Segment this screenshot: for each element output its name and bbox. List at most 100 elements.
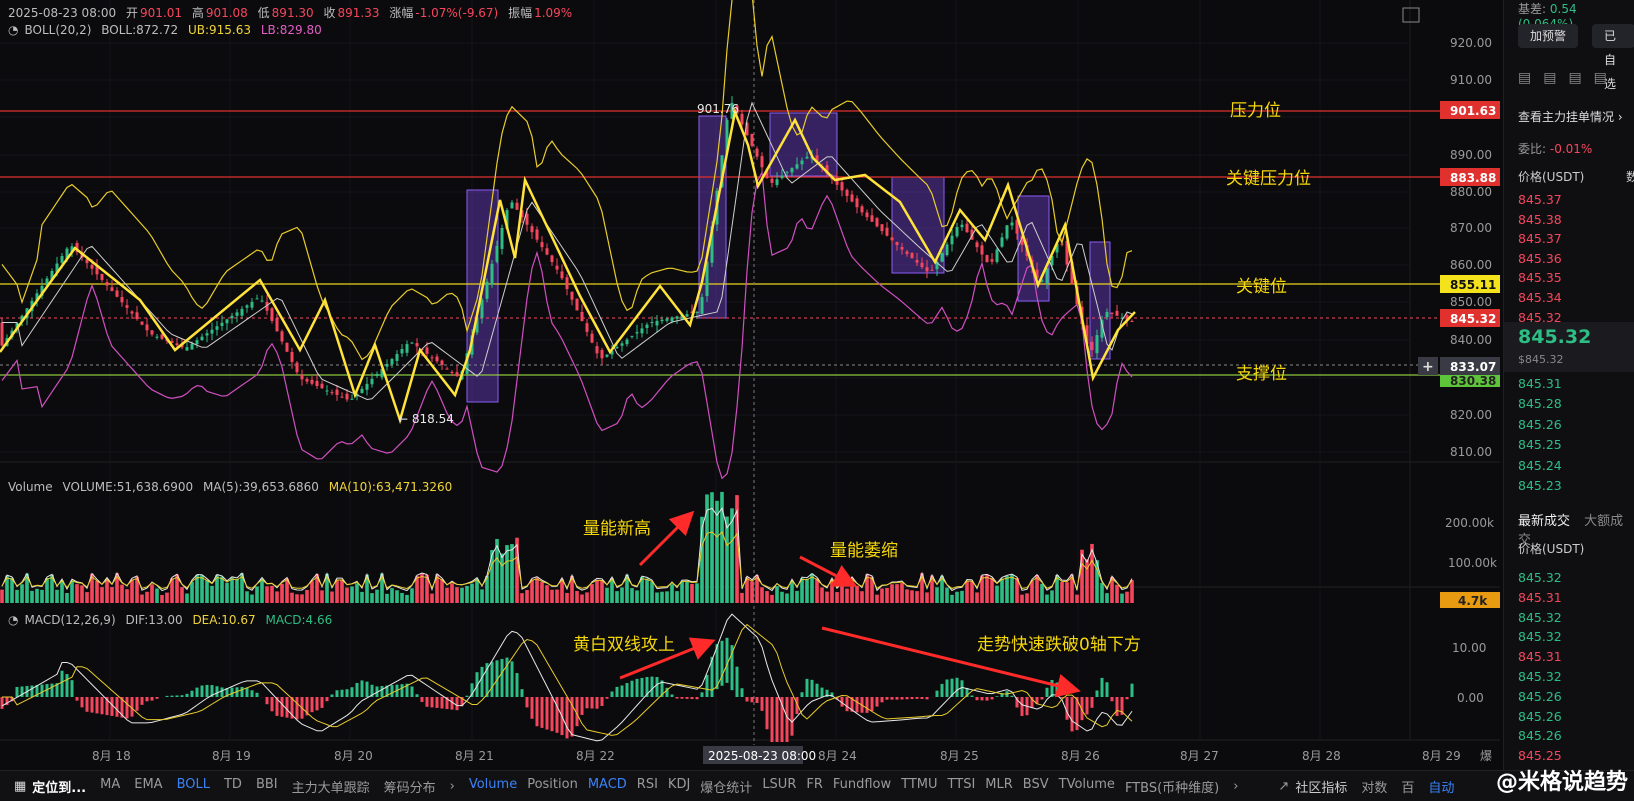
sub-indicator[interactable]: RSI xyxy=(637,777,658,796)
sub-indicator[interactable]: TTSI xyxy=(948,777,976,796)
sub-indicator[interactable]: KDJ xyxy=(668,777,690,796)
chart-canvas[interactable]: 920.00 910.00 890.00 880.00 870.00 860.0… xyxy=(0,0,1500,770)
chart-area[interactable]: 920.00 910.00 890.00 880.00 870.00 860.0… xyxy=(0,0,1500,770)
macd-bar xyxy=(641,678,644,697)
bid-row[interactable]: 845.25 xyxy=(1518,437,1562,452)
volume-bar xyxy=(885,588,889,603)
log-scale-button[interactable]: 对数 xyxy=(1361,777,1387,796)
volume-header[interactable]: Volume VOLUME:51,638.6900 MA(5):39,653.6… xyxy=(8,480,458,494)
volume-bar xyxy=(60,581,64,603)
ask-row[interactable]: 845.36 xyxy=(1518,251,1562,266)
macd-bar xyxy=(631,681,634,697)
ask-row[interactable]: 845.37 xyxy=(1518,231,1562,246)
sub-indicator[interactable]: 爆仓统计 xyxy=(700,777,752,796)
add-alert-button[interactable]: 加预警 xyxy=(1518,24,1578,48)
candle-body xyxy=(771,179,774,183)
volume-bar xyxy=(995,586,999,603)
indicator-ema[interactable]: EMA xyxy=(134,777,162,796)
boll-header[interactable]: ◔BOLL(20,2) BOLL:872.72 UB:915.63 LB:829… xyxy=(8,23,328,37)
macd-header[interactable]: ◔MACD(12,26,9) DIF:13.00 DEA:10.67 MACD:… xyxy=(8,613,338,627)
macd-bar xyxy=(961,680,964,697)
candle-body xyxy=(326,390,329,391)
bid-row[interactable]: 845.23 xyxy=(1518,478,1562,493)
sub-indicator[interactable]: TTMU xyxy=(901,777,937,796)
volume-bar xyxy=(1105,593,1109,603)
price-tick: 850.00 xyxy=(1450,295,1492,309)
indicator-主力大单跟踪[interactable]: 主力大单跟踪 xyxy=(292,777,370,796)
locate-button[interactable]: 定位到... xyxy=(32,777,86,796)
sub-indicator[interactable]: MLR xyxy=(985,777,1013,796)
candle-body xyxy=(841,182,844,190)
sub-indicator[interactable]: FR xyxy=(806,777,823,796)
change-value: -1.07%(-9.67) xyxy=(415,6,498,20)
low-label: ← 818.54 xyxy=(398,412,454,426)
volume-bar xyxy=(580,594,584,603)
ask-row[interactable]: 845.38 xyxy=(1518,212,1562,227)
chevron-right-icon[interactable]: › xyxy=(450,779,455,794)
sub-indicator[interactable]: BSV xyxy=(1023,777,1049,796)
indicator-筹码分布[interactable]: 筹码分布 xyxy=(384,777,436,796)
high-label: 高 xyxy=(192,6,204,20)
volume-bar xyxy=(110,587,114,603)
indicator-bbi[interactable]: BBI xyxy=(256,777,278,796)
chevron-right-icon[interactable]: › xyxy=(1233,779,1238,794)
macd-bar xyxy=(416,694,419,697)
boll-ub: UB:915.63 xyxy=(188,23,251,37)
volume-bar xyxy=(290,593,294,603)
volume-bar xyxy=(100,587,104,603)
volume-bar xyxy=(645,578,649,603)
macd-bar xyxy=(756,697,759,703)
macd-bar xyxy=(181,695,184,697)
orderbook-view-icons[interactable]: ▤▤▤▤ xyxy=(1518,70,1619,86)
macd-bar xyxy=(326,697,329,701)
annotation-vol-high: 量能新高 xyxy=(583,519,651,539)
sub-indicator[interactable]: Position xyxy=(527,777,578,796)
sub-indicator[interactable]: TVolume xyxy=(1059,777,1115,796)
macd-bar xyxy=(886,697,889,700)
macd-bar xyxy=(786,697,789,742)
bid-row[interactable]: 845.31 xyxy=(1518,376,1562,391)
indicator-ma[interactable]: MA xyxy=(100,777,120,796)
bid-row[interactable]: 845.24 xyxy=(1518,458,1562,473)
sub-indicator[interactable]: FTBS(币种维度) xyxy=(1125,777,1219,796)
bid-row[interactable]: 845.26 xyxy=(1518,417,1562,432)
macd-bar xyxy=(176,695,179,697)
volume-bar xyxy=(855,586,859,603)
macd-bar xyxy=(701,692,704,697)
community-indicators-button[interactable]: 社区指标 xyxy=(1295,777,1347,796)
tab-latest-trades[interactable]: 最新成交 xyxy=(1518,514,1570,529)
macd-tick: 0.00 xyxy=(1457,691,1484,705)
volume-bar xyxy=(1025,593,1029,603)
candle-body xyxy=(391,359,394,364)
volume-bar xyxy=(180,587,184,603)
sub-indicator[interactable]: Fundflow xyxy=(833,777,891,796)
indicator-boll[interactable]: BOLL xyxy=(177,777,210,796)
percent-scale-button[interactable]: 百 xyxy=(1401,777,1414,796)
volume-bar xyxy=(835,592,839,603)
volume-bar xyxy=(430,594,434,603)
ask-row[interactable]: 845.34 xyxy=(1518,290,1562,305)
sub-indicator[interactable]: MACD xyxy=(588,777,627,796)
bid-row[interactable]: 845.28 xyxy=(1518,396,1562,411)
candle-body xyxy=(211,330,214,334)
big-orders-link[interactable]: 查看主力挂单情况 › xyxy=(1518,108,1623,125)
sub-indicator[interactable]: LSUR xyxy=(762,777,796,796)
auto-scale-button[interactable]: 自动 xyxy=(1428,777,1454,796)
watchlist-button[interactable]: 已自选 xyxy=(1592,24,1634,48)
fullscreen-icon[interactable] xyxy=(1403,8,1419,22)
volume-bar xyxy=(475,579,479,603)
volume-bar xyxy=(400,593,404,603)
macd-bar xyxy=(601,697,604,706)
volume-bar xyxy=(440,579,444,603)
ask-row[interactable]: 845.37 xyxy=(1518,192,1562,207)
candle-body xyxy=(501,228,504,249)
open-label: 开 xyxy=(126,6,138,20)
ask-row[interactable]: 845.35 xyxy=(1518,270,1562,285)
candle-body xyxy=(151,330,154,334)
candle-body xyxy=(1131,321,1134,322)
indicator-td[interactable]: TD xyxy=(224,777,242,796)
candle-body xyxy=(601,350,604,358)
volume-bar xyxy=(680,582,684,603)
sub-indicator[interactable]: Volume xyxy=(469,777,517,796)
candle-body xyxy=(616,347,619,348)
